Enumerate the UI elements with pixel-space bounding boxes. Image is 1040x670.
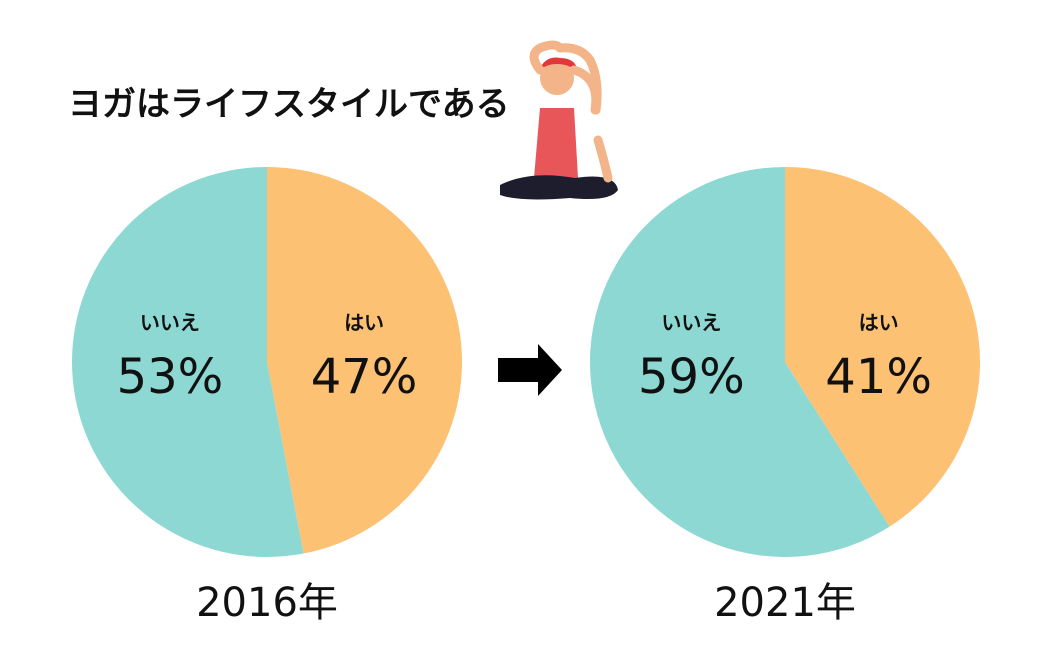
value-label: 47%: [311, 349, 418, 405]
page-title: ヨガはライフスタイルである: [68, 85, 510, 125]
category-label: はい: [344, 311, 384, 335]
value-label: 41%: [825, 349, 932, 405]
value-label: 53%: [117, 349, 224, 405]
chart-title: 2016年: [196, 580, 338, 626]
arrow: [498, 344, 562, 396]
value-label: 59%: [638, 349, 745, 405]
yoga-figure: [500, 40, 618, 200]
pie-slice: [72, 167, 304, 557]
pie-slice: [785, 167, 980, 527]
category-label: いいえ: [661, 311, 721, 335]
category-label: いいえ: [140, 311, 200, 335]
category-label: はい: [859, 311, 899, 335]
chart-title: 2021年: [714, 580, 856, 626]
pie-slice: [267, 167, 463, 554]
pie-slice: [589, 167, 890, 557]
